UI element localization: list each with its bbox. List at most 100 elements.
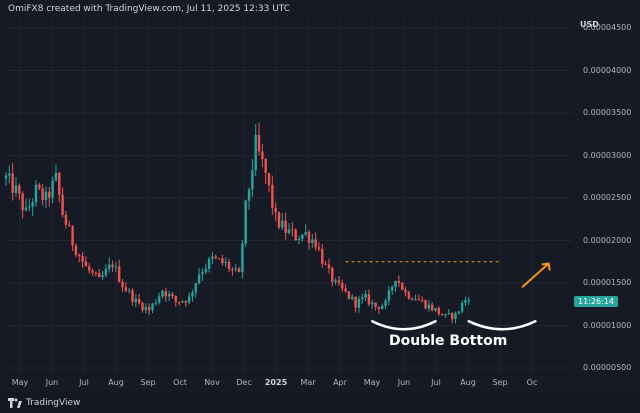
chart-header: OmiFX8 created with TradingView.com, Jul…: [8, 4, 291, 14]
candle: [321, 244, 324, 268]
candle: [221, 255, 224, 266]
candle: [284, 212, 287, 240]
candle: [161, 289, 164, 299]
candle: [314, 232, 317, 251]
candle: [377, 306, 381, 315]
candle: [241, 240, 244, 279]
candle: [227, 258, 231, 273]
candle: [224, 257, 227, 268]
bottom-arc-left: [370, 320, 437, 331]
candle: [464, 296, 467, 306]
candle: [291, 222, 294, 237]
candle: [151, 302, 154, 314]
candle: [467, 296, 470, 306]
candle: [331, 266, 334, 287]
candle: [118, 259, 121, 283]
candle: [404, 286, 407, 297]
candle: [204, 263, 207, 275]
candle: [194, 282, 197, 298]
candle: [327, 258, 331, 274]
candle: [274, 202, 277, 222]
breakout-arrowhead: [541, 262, 551, 271]
candle: [171, 292, 174, 299]
candle: [294, 228, 297, 241]
candle: [31, 198, 34, 216]
candle: [108, 257, 111, 273]
candle: [34, 179, 38, 207]
candle: [394, 280, 397, 292]
candle: [24, 198, 28, 212]
candle: [407, 290, 411, 300]
candle: [201, 268, 204, 282]
candle: [121, 279, 124, 293]
candle: [367, 289, 371, 307]
candle: [141, 301, 144, 313]
x-tick-label: May: [11, 378, 29, 387]
candle: [391, 285, 394, 295]
x-tick-label: Jul: [431, 378, 441, 387]
candle: [8, 165, 11, 184]
tradingview-logo-icon[interactable]: [8, 397, 22, 408]
y-tick-label: 0.00003500: [583, 108, 632, 117]
candle: [304, 223, 307, 237]
currency-label[interactable]: USD: [580, 20, 599, 29]
y-tick-label: 0.00003000: [583, 150, 632, 160]
candle: [301, 234, 304, 242]
candle: [277, 211, 281, 230]
candle: [184, 300, 187, 307]
candle: [137, 294, 141, 305]
candle: [444, 313, 447, 318]
candle: [91, 268, 94, 277]
candle: [437, 306, 441, 316]
candle: [147, 303, 151, 315]
candle: [124, 281, 128, 293]
candle: [244, 200, 247, 247]
x-tick-label: Dec: [236, 378, 252, 387]
candle: [48, 186, 51, 207]
candle: [361, 293, 364, 304]
candle: [18, 183, 21, 200]
candle: [307, 229, 311, 250]
candle: [410, 297, 414, 301]
x-tick-label: Sep: [140, 378, 156, 387]
candle: [44, 186, 48, 208]
candle: [98, 268, 101, 278]
footer-brand[interactable]: TradingView: [26, 397, 81, 408]
candle: [14, 177, 18, 197]
candle: [21, 191, 24, 219]
candle: [351, 294, 354, 301]
candle: [88, 263, 91, 275]
x-tick-label: Apr: [333, 378, 347, 387]
candle: [81, 251, 84, 268]
breakout-arrow: [521, 262, 550, 288]
x-tick-label: Nov: [204, 378, 220, 387]
candle: [68, 220, 71, 227]
candle: [317, 242, 321, 252]
candle: [311, 233, 314, 248]
candle: [154, 298, 158, 306]
x-tick-label: Jun: [397, 378, 411, 387]
x-tick-label: Jun: [45, 378, 59, 387]
candle: [457, 310, 460, 315]
candle: [287, 223, 291, 235]
candle: [61, 187, 64, 218]
candle: [174, 295, 177, 307]
candle: [41, 184, 44, 206]
candle: [271, 175, 274, 216]
x-tick-label: Aug: [460, 378, 476, 387]
candle: [401, 281, 404, 291]
candle: [257, 122, 261, 156]
candle: [197, 267, 201, 285]
x-tick-label: Oc: [526, 378, 538, 387]
candle: [38, 182, 41, 191]
candle: [231, 266, 234, 276]
candle: [84, 256, 88, 267]
candle: [447, 309, 451, 315]
price-chart[interactable]: [0, 0, 640, 392]
candle: [354, 296, 357, 313]
candle: [127, 287, 131, 294]
candle: [297, 236, 301, 245]
candle: [78, 253, 81, 263]
candle: [234, 264, 237, 273]
candle: [71, 225, 74, 252]
